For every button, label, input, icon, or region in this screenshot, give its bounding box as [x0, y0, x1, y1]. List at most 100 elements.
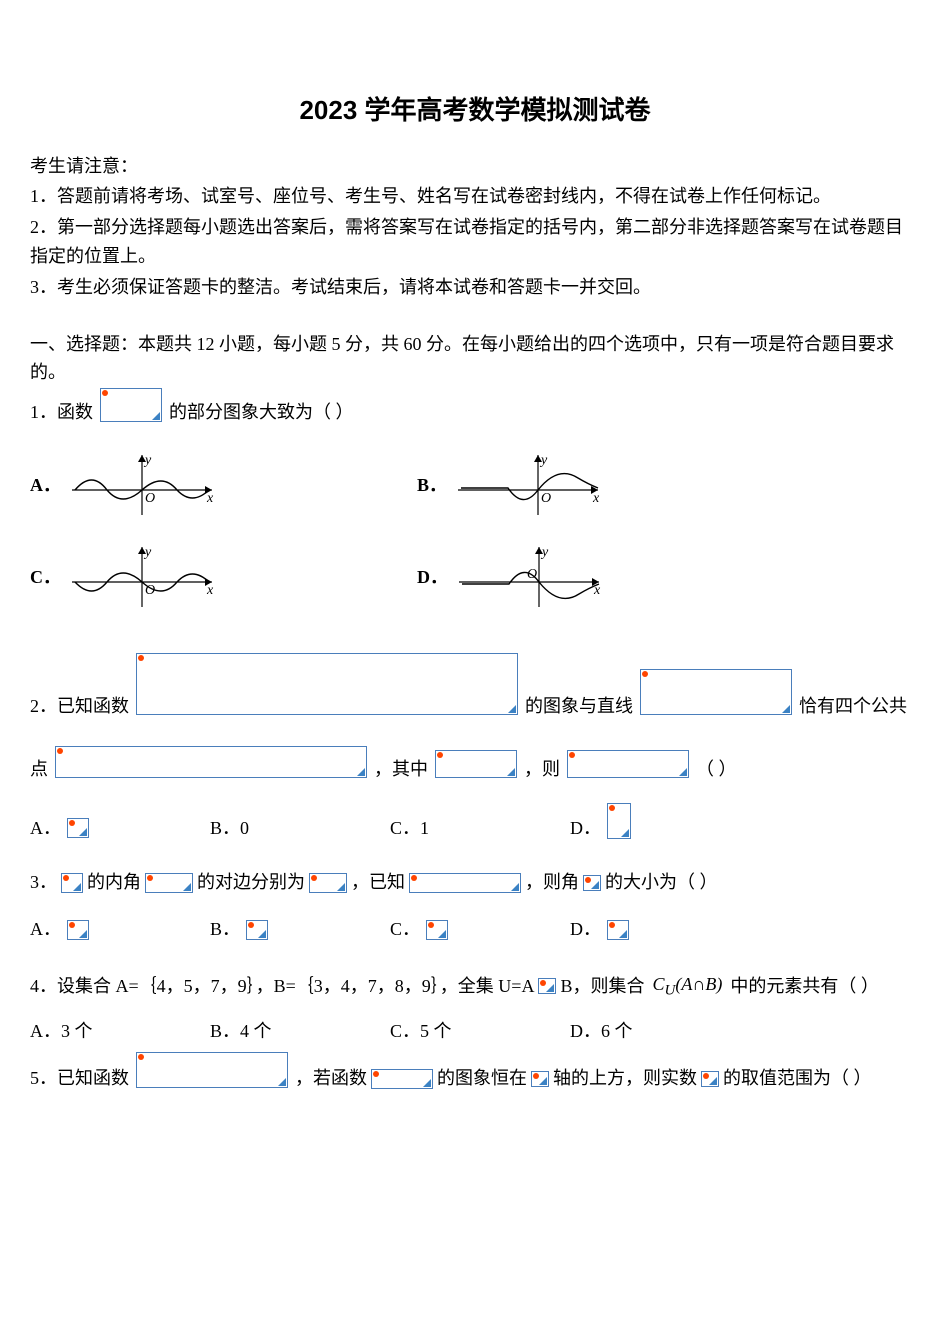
q4-opt-a-label: A．3 个 [30, 1017, 93, 1046]
broken-image-icon [538, 978, 556, 994]
broken-image-icon [435, 750, 517, 778]
broken-image-icon [61, 873, 83, 893]
q4-opt-d: D．6 个 [570, 1017, 750, 1046]
q4-opt-a: A．3 个 [30, 1017, 210, 1046]
q1-plot-c: y x O [67, 542, 217, 612]
question-3: 3． 的内角 的对边分别为 ，已知 ，则角 的大小为（ ） A． B． C． [30, 868, 920, 944]
broken-image-icon [701, 1071, 719, 1087]
svg-text:x: x [206, 583, 214, 598]
q4-set-paren: (A∩B) [675, 974, 722, 994]
q2-stem2-a: 点 [30, 755, 48, 784]
q4-opt-d-label: D．6 个 [570, 1017, 633, 1046]
svg-text:x: x [206, 491, 214, 506]
svg-text:O: O [145, 491, 155, 506]
q4-b: B，则集合 [560, 972, 644, 1001]
notice-item-3: 3．考生必须保证答题卡的整洁。考试结束后，请将本试卷和答题卡一并交回。 [30, 273, 920, 302]
broken-image-icon [246, 920, 268, 940]
svg-text:y: y [540, 545, 549, 560]
q5-a: 5．已知函数 [30, 1064, 129, 1093]
notice-item-2: 2．第一部分选择题每小题选出答案后，需将答案写在试卷指定的括号内，第二部分非选择… [30, 213, 920, 271]
q3-c: 的对边分别为 [197, 868, 305, 897]
broken-image-icon [67, 818, 89, 838]
broken-image-icon [640, 669, 792, 715]
q2-stem2-d: （ ） [696, 755, 737, 784]
q4-set-sub: U [665, 983, 676, 999]
q3-opt-d: D． [570, 915, 750, 944]
q3-opt-b-label: B． [210, 915, 240, 944]
q3-a: 3． [30, 868, 57, 897]
q3-opt-c: C． [390, 915, 570, 944]
q1-stem-after: 的部分图象大致为（ ） [169, 398, 354, 427]
exam-page: 2023 学年高考数学模拟测试卷 考生请注意： 1．答题前请将考场、试室号、座位… [0, 0, 950, 1142]
q2-stem-before: 2．已知函数 [30, 692, 129, 721]
q4-opt-c: C．5 个 [390, 1017, 570, 1046]
q5-e: 的取值范围为（ ） [723, 1064, 872, 1093]
q1-plot-b: y x O [453, 450, 603, 520]
broken-image-icon [531, 1071, 549, 1087]
q2-stem-mid: 的图象与直线 [525, 692, 633, 721]
q3-b: 的内角 [87, 868, 141, 897]
question-1: 1．函数 的部分图象大致为（ ） A． y x O [30, 397, 920, 612]
broken-image-icon [136, 653, 518, 715]
q4-c: 中的元素共有（ ） [730, 972, 879, 1001]
q2-stem2-b: ，其中 [374, 755, 428, 784]
q3-opt-a-label: A． [30, 915, 61, 944]
section-1-header: 一、选择题：本题共 12 小题，每小题 5 分，共 60 分。在每小题给出的四个… [30, 330, 920, 388]
broken-image-icon [567, 750, 689, 778]
q4-opt-b-label: B．4 个 [210, 1017, 272, 1046]
broken-image-icon [145, 873, 193, 893]
q2-stem-after: 恰有四个公共 [799, 692, 907, 721]
broken-image-icon [583, 875, 601, 891]
q1-plot-a: y x O [67, 450, 217, 520]
q2-opt-b-label: B．0 [210, 814, 249, 843]
notice-heading: 考生请注意： [30, 152, 920, 181]
broken-image-icon [100, 388, 162, 422]
q3-opt-c-label: C． [390, 915, 420, 944]
q1-opt-c-label: C． [30, 563, 61, 592]
q1-stem-before: 1．函数 [30, 398, 93, 427]
broken-image-icon [55, 746, 367, 778]
q4-a: 4．设集合 A=｛4，5，7，9｝，B=｛3，4，7，8，9｝，全集 U=A [30, 972, 534, 1001]
q3-f: 的大小为（ ） [605, 868, 718, 897]
broken-image-icon [371, 1069, 433, 1089]
q3-e: ，则角 [525, 868, 579, 897]
q5-b: ，若函数 [295, 1064, 367, 1093]
page-title: 2023 学年高考数学模拟测试卷 [30, 90, 920, 132]
svg-text:y: y [539, 453, 548, 468]
q2-stem2-c: ，则 [524, 755, 560, 784]
q2-opt-d: D． [570, 814, 750, 843]
q4-opt-c-label: C．5 个 [390, 1017, 452, 1046]
q4-set-c: C [652, 974, 664, 994]
q4-opt-b: B．4 个 [210, 1017, 390, 1046]
broken-image-icon [607, 803, 631, 839]
svg-text:y: y [143, 545, 152, 560]
svg-text:y: y [143, 453, 152, 468]
q1-opt-b-label: B． [417, 471, 447, 500]
q1-opt-a-label: A． [30, 471, 61, 500]
svg-text:x: x [592, 491, 600, 506]
question-2: 2．已知函数 的图象与直线 恰有四个公共 点 ，其中 ，则 （ ） A． B．0 [30, 652, 920, 842]
broken-image-icon [67, 920, 89, 940]
q1-row-cd: C． y x O D． [30, 542, 920, 612]
notice-block: 考生请注意： 1．答题前请将考场、试室号、座位号、考生号、姓名写在试卷密封线内，… [30, 152, 920, 302]
broken-image-icon [426, 920, 448, 940]
q2-opt-a: A． [30, 814, 210, 843]
question-4: 4．设集合 A=｛4，5，7，9｝，B=｛3，4，7，8，9｝，全集 U=A B… [30, 970, 920, 1045]
q4-set-expr: CU(A∩B) [652, 970, 722, 1003]
broken-image-icon [409, 873, 521, 893]
q2-opt-c: C．1 [390, 814, 570, 843]
q5-c: 的图象恒在 [437, 1064, 527, 1093]
broken-image-icon [309, 873, 347, 893]
broken-image-icon [136, 1052, 288, 1088]
q2-opt-c-label: C．1 [390, 814, 429, 843]
notice-item-1: 1．答题前请将考场、试室号、座位号、考生号、姓名写在试卷密封线内，不得在试卷上作… [30, 182, 920, 211]
q2-opt-b: B．0 [210, 814, 390, 843]
q1-plot-d: y x O [454, 542, 604, 612]
q5-d: 轴的上方，则实数 [553, 1064, 697, 1093]
svg-text:O: O [541, 491, 551, 506]
q1-row-ab: A． y x O B． [30, 450, 920, 520]
question-5: 5．已知函数 ，若函数 的图象恒在 轴的上方，则实数 的取值范围为（ ） [30, 1063, 920, 1094]
q3-opt-d-label: D． [570, 915, 601, 944]
broken-image-icon [607, 920, 629, 940]
q3-opt-a: A． [30, 915, 210, 944]
